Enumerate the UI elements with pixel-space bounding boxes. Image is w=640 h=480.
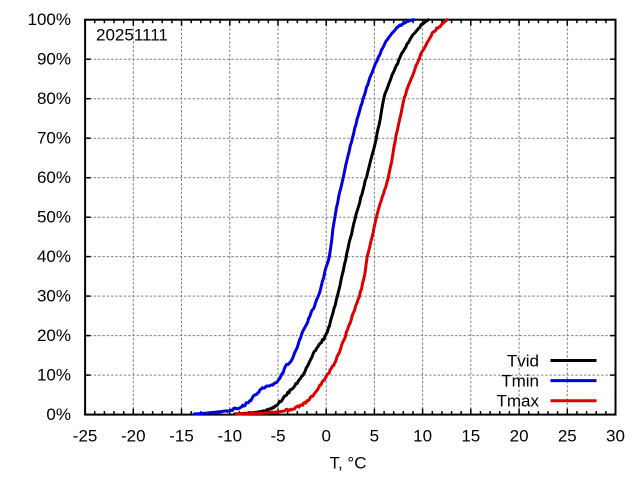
- svg-text:40%: 40%: [37, 247, 71, 266]
- svg-text:20: 20: [510, 427, 529, 446]
- svg-text:Tmin: Tmin: [501, 372, 539, 391]
- svg-text:70%: 70%: [37, 129, 71, 148]
- svg-text:Tvid: Tvid: [507, 352, 539, 371]
- svg-text:20251111: 20251111: [96, 26, 168, 45]
- svg-text:-10: -10: [218, 427, 243, 446]
- svg-text:30: 30: [606, 427, 625, 446]
- svg-text:15: 15: [461, 427, 480, 446]
- svg-text:-20: -20: [121, 427, 146, 446]
- svg-text:10%: 10%: [37, 366, 71, 385]
- svg-text:-5: -5: [270, 427, 285, 446]
- svg-text:60%: 60%: [37, 168, 71, 187]
- svg-text:0%: 0%: [46, 405, 71, 424]
- svg-text:100%: 100%: [28, 10, 71, 29]
- svg-text:Tmax: Tmax: [497, 392, 540, 411]
- svg-text:90%: 90%: [37, 50, 71, 69]
- svg-text:10: 10: [413, 427, 432, 446]
- svg-text:80%: 80%: [37, 89, 71, 108]
- svg-text:5: 5: [370, 427, 379, 446]
- svg-text:-15: -15: [169, 427, 194, 446]
- svg-text:30%: 30%: [37, 287, 71, 306]
- svg-text:-25: -25: [73, 427, 98, 446]
- svg-text:0: 0: [321, 427, 330, 446]
- svg-text:25: 25: [558, 427, 577, 446]
- svg-text:50%: 50%: [37, 208, 71, 227]
- svg-text:T, °C: T, °C: [329, 454, 366, 473]
- svg-text:20%: 20%: [37, 326, 71, 345]
